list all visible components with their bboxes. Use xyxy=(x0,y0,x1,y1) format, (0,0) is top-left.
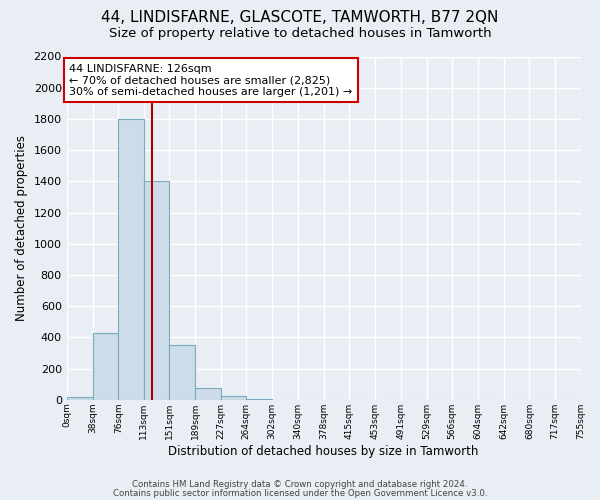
Bar xyxy=(221,396,247,400)
Bar xyxy=(169,345,195,400)
Bar xyxy=(247,399,272,400)
Bar xyxy=(92,332,118,400)
Text: Contains HM Land Registry data © Crown copyright and database right 2024.: Contains HM Land Registry data © Crown c… xyxy=(132,480,468,489)
Text: 44, LINDISFARNE, GLASCOTE, TAMWORTH, B77 2QN: 44, LINDISFARNE, GLASCOTE, TAMWORTH, B77… xyxy=(101,10,499,25)
X-axis label: Distribution of detached houses by size in Tamworth: Distribution of detached houses by size … xyxy=(169,444,479,458)
Bar xyxy=(118,119,143,400)
Text: 44 LINDISFARNE: 126sqm
← 70% of detached houses are smaller (2,825)
30% of semi-: 44 LINDISFARNE: 126sqm ← 70% of detached… xyxy=(70,64,353,96)
Text: Size of property relative to detached houses in Tamworth: Size of property relative to detached ho… xyxy=(109,28,491,40)
Bar xyxy=(67,398,92,400)
Y-axis label: Number of detached properties: Number of detached properties xyxy=(15,135,28,321)
Text: Contains public sector information licensed under the Open Government Licence v3: Contains public sector information licen… xyxy=(113,488,487,498)
Bar xyxy=(143,182,169,400)
Bar xyxy=(195,388,221,400)
